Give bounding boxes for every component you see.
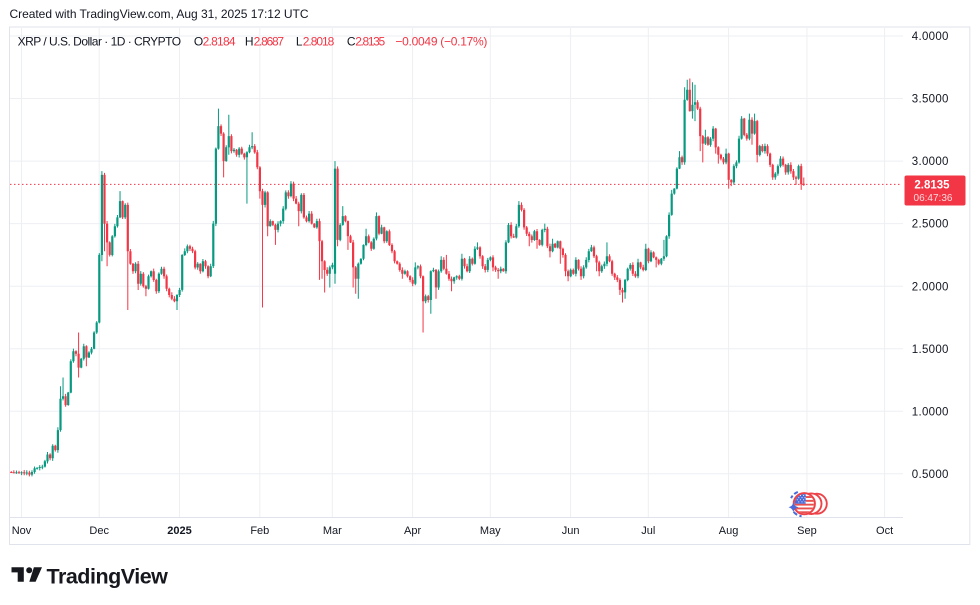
svg-text:TradingView: TradingView [47, 565, 169, 589]
svg-text:2.8184: 2.8184 [203, 35, 236, 49]
svg-text:Dec: Dec [89, 525, 109, 537]
svg-text:2.8135: 2.8135 [355, 35, 385, 49]
svg-text:Aug: Aug [719, 525, 739, 537]
svg-text:May: May [480, 525, 501, 537]
svg-text:XRP / U.S. Dollar · 1D · CRYPT: XRP / U.S. Dollar · 1D · CRYPTO [18, 35, 182, 49]
svg-text:3.5000: 3.5000 [912, 94, 949, 106]
svg-text:Jul: Jul [641, 525, 655, 537]
svg-text:2.8018: 2.8018 [303, 35, 335, 49]
svg-text:2025: 2025 [167, 525, 191, 537]
svg-text:Apr: Apr [404, 525, 421, 537]
svg-text:1.5000: 1.5000 [912, 344, 949, 356]
svg-text:C: C [347, 35, 356, 49]
svg-text:Created with TradingView.com,: Created with TradingView.com, Aug 31, 20… [10, 7, 309, 21]
svg-text:L: L [296, 35, 303, 49]
svg-text:Jun: Jun [562, 525, 580, 537]
svg-text:06:47:36: 06:47:36 [914, 193, 953, 204]
svg-text:−0.0049 (−0.17%): −0.0049 (−0.17%) [395, 35, 487, 49]
svg-text:Nov: Nov [12, 525, 32, 537]
svg-text:1.0000: 1.0000 [912, 406, 949, 418]
svg-text:2.8687: 2.8687 [254, 35, 285, 49]
svg-text:2.5000: 2.5000 [912, 219, 949, 231]
svg-text:H: H [245, 35, 254, 49]
svg-text:3.0000: 3.0000 [912, 156, 949, 168]
svg-text:2.8135: 2.8135 [914, 180, 950, 192]
svg-text:0.5000: 0.5000 [912, 469, 949, 481]
svg-text:Oct: Oct [876, 525, 893, 537]
svg-text:O: O [194, 35, 203, 49]
svg-text:Feb: Feb [250, 525, 269, 537]
svg-text:Sep: Sep [797, 525, 817, 537]
svg-text:2.0000: 2.0000 [912, 281, 949, 293]
svg-text:Mar: Mar [323, 525, 342, 537]
svg-text:4.0000: 4.0000 [912, 31, 949, 43]
